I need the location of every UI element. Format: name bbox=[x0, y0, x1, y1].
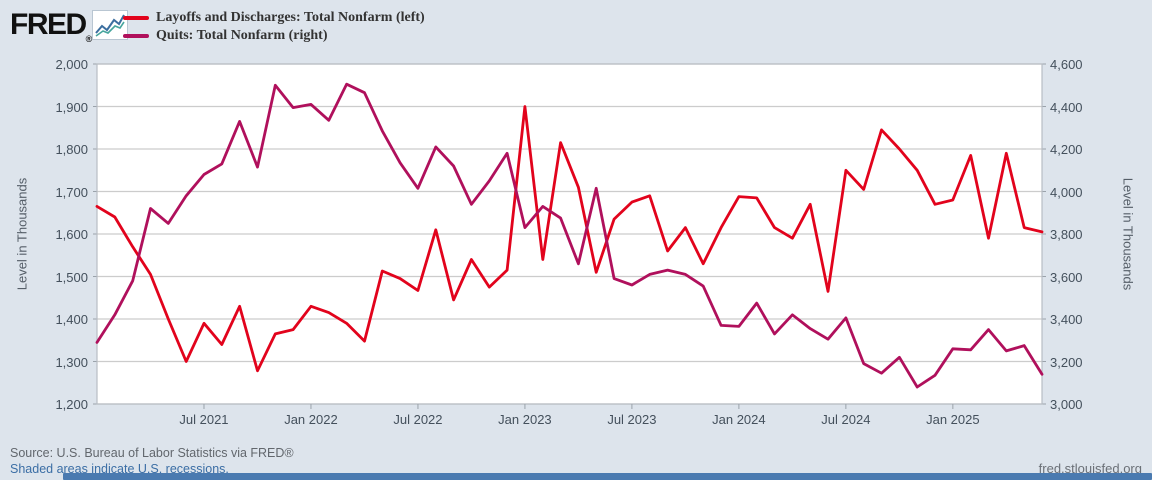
right-axis-tick-label: 4,400 bbox=[1050, 99, 1083, 115]
left-axis-tick-label: 1,800 bbox=[55, 142, 88, 157]
right-axis-tick-label: 4,200 bbox=[1050, 142, 1083, 157]
series-line-layoffs[interactable] bbox=[95, 105, 1044, 373]
left-axis-tick-label: 1,500 bbox=[55, 269, 88, 285]
x-axis-tick-label: Jul 2021 bbox=[179, 412, 229, 427]
x-axis-tick-label: Jan 2025 bbox=[926, 412, 980, 427]
source-text: Source: U.S. Bureau of Labor Statistics … bbox=[10, 446, 294, 460]
legend: Layoffs and Discharges: Total Nonfarm (l… bbox=[123, 9, 425, 45]
recession-note-link[interactable]: Shaded areas indicate U.S. recessions. bbox=[10, 462, 229, 476]
legend-label-quits: Quits: Total Nonfarm (right) bbox=[156, 28, 328, 43]
right-axis-tick-label: 4,000 bbox=[1050, 184, 1083, 200]
left-axis-tick-label: 1,700 bbox=[55, 184, 88, 200]
fred-logo-registered-mark: ® bbox=[85, 34, 93, 44]
legend-item-layoffs[interactable]: Layoffs and Discharges: Total Nonfarm (l… bbox=[123, 9, 425, 27]
right-axis-title: Level in Thousands bbox=[1120, 177, 1136, 291]
right-axis-tick-label: 3,000 bbox=[1050, 397, 1083, 412]
right-axis-tick-label: 3,400 bbox=[1050, 312, 1083, 327]
x-axis-tick-label: Jan 2024 bbox=[712, 412, 766, 427]
right-axis-tick-label: 4,600 bbox=[1050, 57, 1083, 72]
fred-logo-chart-icon bbox=[92, 10, 128, 45]
right-axis-tick-label: 3,800 bbox=[1050, 227, 1083, 242]
left-axis-tick-label: 1,300 bbox=[55, 354, 88, 370]
right-axis-tick-label: 3,600 bbox=[1050, 269, 1083, 285]
legend-swatch-quits bbox=[123, 34, 149, 38]
x-axis-tick-label: Jul 2023 bbox=[607, 412, 657, 427]
x-axis-tick-label: Jan 2023 bbox=[498, 412, 552, 427]
x-axis-tick-label: Jul 2024 bbox=[821, 412, 871, 427]
series-line-quits[interactable] bbox=[95, 82, 1044, 389]
x-axis-tick-label: Jul 2022 bbox=[393, 412, 443, 427]
legend-swatch-layoffs bbox=[123, 16, 149, 20]
x-axis-tick-label: Jan 2022 bbox=[284, 412, 338, 427]
fred-logo-text: FRED bbox=[10, 8, 87, 41]
left-axis-tick-label: 1,900 bbox=[55, 99, 88, 115]
fred-logo[interactable]: FRED® bbox=[10, 8, 92, 44]
right-axis-tick-label: 3,200 bbox=[1050, 354, 1083, 370]
plot-border bbox=[96, 63, 1043, 405]
legend-item-quits[interactable]: Quits: Total Nonfarm (right) bbox=[123, 27, 425, 45]
left-axis-tick-label: 1,200 bbox=[55, 397, 88, 412]
legend-label-layoffs: Layoffs and Discharges: Total Nonfarm (l… bbox=[156, 10, 425, 25]
left-axis-tick-label: 1,600 bbox=[55, 227, 88, 242]
horizontal-scrollbar-thumb[interactable] bbox=[63, 473, 1152, 480]
left-axis-tick-label: 2,000 bbox=[55, 57, 88, 72]
left-axis-tick-label: 1,400 bbox=[55, 312, 88, 327]
fred-site-link[interactable]: fred.stlouisfed.org bbox=[1038, 461, 1142, 476]
